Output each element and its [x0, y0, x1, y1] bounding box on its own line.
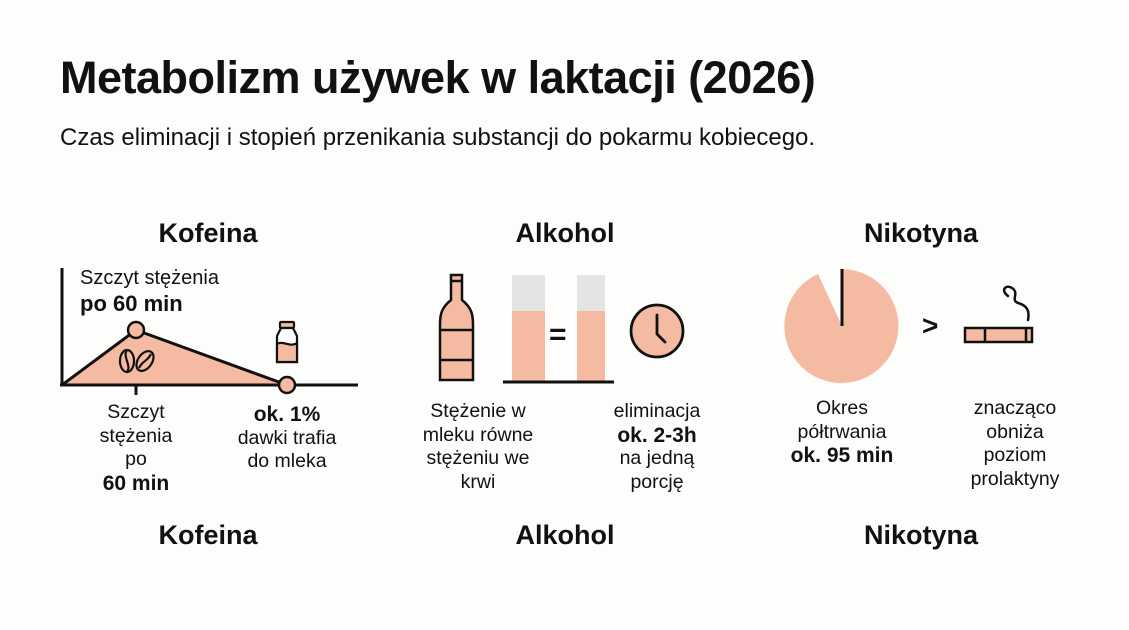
label-line: dawki trafia	[237, 426, 337, 449]
caffeine-curve-chart	[60, 268, 358, 395]
pie-timer-icon	[784, 269, 899, 383]
footer-alkohol: Alkohol	[515, 520, 615, 550]
bar-blood	[577, 311, 605, 382]
clock-icon	[629, 303, 685, 359]
nikotyna-right-label: znacząco obniża poziom prolaktyny	[915, 397, 1115, 491]
label-line: do mleka	[247, 450, 327, 472]
annotation-bold: po 60 min	[80, 291, 183, 316]
kofeina-right-label: ok. 1% dawki trafia do mleka	[187, 403, 387, 474]
annotation-line: Szczyt stężenia	[80, 267, 219, 289]
bar-milk	[512, 311, 545, 382]
bottle-icon	[438, 273, 475, 382]
cigarette-icon	[963, 285, 1034, 344]
label-line: na jedną	[619, 447, 695, 469]
label-line: poziom	[983, 444, 1047, 466]
coffee-beans-icon	[118, 348, 155, 374]
label-bold: ok. 95 min	[790, 444, 894, 467]
concentration-area	[60, 328, 289, 387]
alkohol-right-label: eliminacja ok. 2-3h na jedną porcję	[557, 400, 757, 494]
end-point	[277, 375, 297, 395]
nikotyna-left-label: Okres półtrwania ok. 95 min	[742, 397, 942, 468]
heading-nikotyna: Nikotyna	[863, 218, 979, 248]
kofeina-left-label: Szczyt stężenia po 60 min	[36, 401, 236, 495]
label-line: Okres	[815, 397, 868, 419]
bar-empty-right	[577, 275, 605, 311]
label-line: stężeniu we	[426, 447, 530, 469]
label-bold: ok. 1%	[253, 403, 321, 426]
label-line: krwi	[460, 470, 496, 493]
page-title: Metabolizm używek w laktacji (2026)	[60, 52, 816, 103]
label-line: eliminacja	[613, 400, 701, 422]
page-subtitle: Czas eliminacji i stopień przenikania su…	[60, 124, 816, 151]
label-bold: ok. 2-3h	[617, 423, 697, 447]
milk-bottle-icon	[275, 320, 299, 364]
milk-blood-bars	[503, 275, 614, 384]
label-line: prolaktyny	[970, 467, 1060, 490]
label-line: po	[125, 448, 147, 470]
label-bold: 60 min	[102, 471, 170, 495]
heading-alkohol: Alkohol	[515, 218, 615, 248]
chart-annotation: Szczyt stężenia po 60 min	[80, 265, 219, 317]
label-line: stężenia	[99, 424, 173, 447]
greater-than-sign: >	[922, 310, 939, 341]
label-line: obniża	[986, 420, 1044, 443]
label-line: półtrwania	[797, 420, 887, 443]
label-line: znacząco	[973, 397, 1057, 419]
label-line: Szczyt	[107, 401, 165, 423]
label-line: porcję	[630, 470, 684, 493]
alkohol-left-label: Stężenie w mleku równe stężeniu we krwi	[378, 400, 578, 494]
footer-nikotyna: Nikotyna	[863, 520, 979, 550]
footer-kofeina: Kofeina	[158, 520, 258, 550]
bar-empty-left	[512, 275, 545, 311]
equals-sign: =	[549, 318, 567, 351]
label-line: Stężenie w	[430, 400, 526, 422]
peak-point	[126, 320, 146, 340]
label-line: mleku równe	[422, 423, 534, 446]
heading-kofeina: Kofeina	[158, 218, 258, 248]
